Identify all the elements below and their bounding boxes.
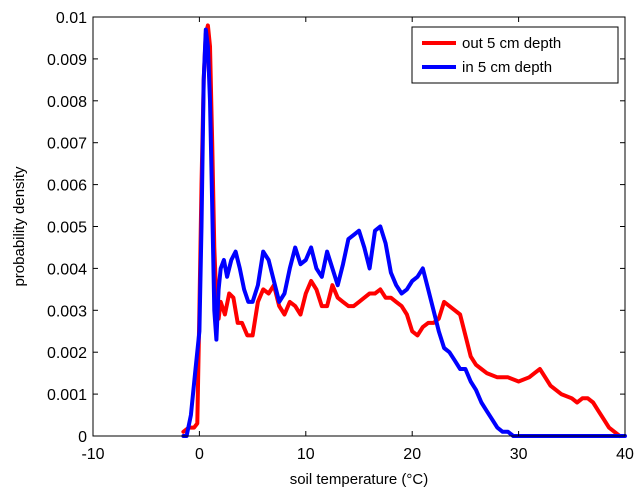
x-tick-label: 20: [403, 446, 421, 463]
y-tick-label: 0.008: [47, 94, 87, 111]
legend: out 5 cm depth in 5 cm depth: [411, 26, 619, 84]
y-tick-label: 0: [78, 429, 87, 446]
y-tick-label: 0.002: [47, 345, 87, 362]
y-tick-label: 0.007: [47, 136, 87, 153]
y-axis-title: probability density: [11, 166, 28, 287]
y-tick-label: 0.003: [47, 303, 87, 320]
y-tick-label: 0.01: [56, 10, 87, 27]
y-tick-label: 0.006: [47, 178, 87, 195]
legend-label-0: out 5 cm depth: [462, 35, 561, 52]
x-tick-label: 0: [195, 446, 204, 463]
legend-label-1: in 5 cm depth: [462, 59, 552, 76]
x-tick-label: 30: [510, 446, 528, 463]
series-layer: [181, 23, 627, 438]
y-tick-label: 0.009: [47, 52, 87, 69]
x-axis-title: soil temperature (°C): [290, 471, 429, 488]
y-tick-label: 0.004: [47, 261, 87, 278]
x-tick-label: 40: [616, 446, 634, 463]
legend-box: [411, 26, 619, 84]
y-tick-label: 0.005: [47, 220, 87, 237]
ticks-layer: -10 0 10 20 30 4000.0010.0020.0030.0040.0050.…: [47, 10, 634, 463]
series-line-0: [181, 23, 622, 438]
x-tick-label: 10: [297, 446, 315, 463]
series-line-1: [181, 27, 627, 438]
x-tick-label: -10: [81, 446, 104, 463]
y-tick-label: 0.001: [47, 387, 87, 404]
